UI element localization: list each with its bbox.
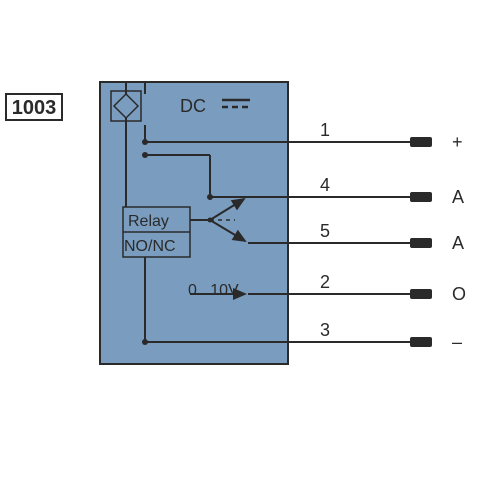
pin-number-pin4: 4	[320, 175, 330, 195]
terminal-pin3	[410, 337, 432, 347]
pin-number-pin1: 1	[320, 120, 330, 140]
pin-symbol-pin2: O	[452, 284, 466, 304]
junction-node	[142, 139, 148, 145]
pin-symbol-pin4: A	[452, 187, 464, 207]
analog-out-label: 0...10V	[188, 282, 239, 299]
junction-node	[207, 194, 213, 200]
relay-label: Relay	[128, 213, 169, 230]
junction-node	[142, 339, 148, 345]
terminal-pin1	[410, 137, 432, 147]
switch-pivot	[208, 218, 213, 223]
pin-symbol-pin3: –	[452, 332, 462, 352]
terminal-pin5	[410, 238, 432, 248]
junction-node	[142, 152, 148, 158]
pin-symbol-pin1: +	[452, 132, 463, 152]
terminal-pin2	[410, 289, 432, 299]
pin-number-pin5: 5	[320, 221, 330, 241]
pin-number-pin2: 2	[320, 272, 330, 292]
diagram-id-label: 1003	[12, 97, 57, 119]
relay-mode-label: NO/NC	[124, 238, 176, 255]
terminal-pin4	[410, 192, 432, 202]
pin-symbol-pin5: A	[452, 233, 464, 253]
supply-label: DC	[180, 96, 206, 116]
pin-number-pin3: 3	[320, 320, 330, 340]
